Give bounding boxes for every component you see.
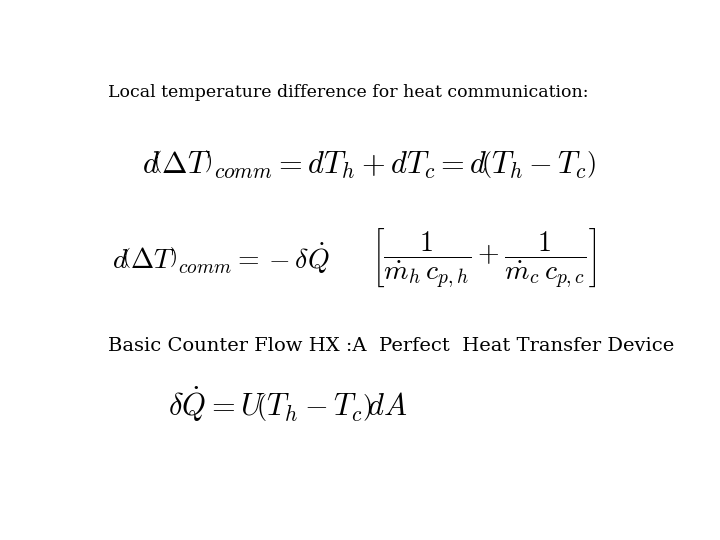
Text: Local temperature difference for heat communication:: Local temperature difference for heat co… bbox=[109, 84, 589, 100]
Text: $\left[\dfrac{1}{\dot{m}_h\,c_{p,h}} + \dfrac{1}{\dot{m}_c\,c_{p,c}}\right]$: $\left[\dfrac{1}{\dot{m}_h\,c_{p,h}} + \… bbox=[372, 226, 596, 290]
Text: $\delta\dot{Q} = U\!\left(T_h - T_c\right)\!dA$: $\delta\dot{Q} = U\!\left(T_h - T_c\righ… bbox=[168, 384, 408, 423]
Text: Basic Counter Flow HX :A  Perfect  Heat Transfer Device: Basic Counter Flow HX :A Perfect Heat Tr… bbox=[109, 337, 675, 355]
Text: $d\!\left(\Delta T\right)_{comm} = -\delta\dot{Q}$: $d\!\left(\Delta T\right)_{comm} = -\del… bbox=[112, 240, 330, 276]
Text: $d\!\left(\Delta T\right)_{comm} = dT_h + dT_c = d\!\left(T_h - T_c\right)$: $d\!\left(\Delta T\right)_{comm} = dT_h … bbox=[142, 148, 596, 181]
